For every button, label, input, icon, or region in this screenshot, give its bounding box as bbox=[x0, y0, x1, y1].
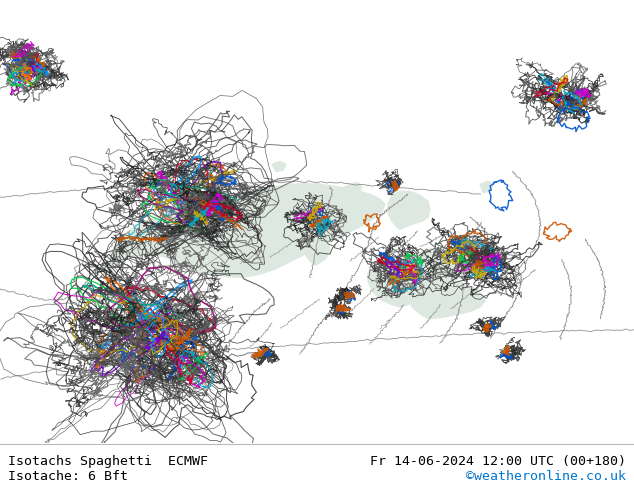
Polygon shape bbox=[272, 161, 286, 172]
Polygon shape bbox=[480, 181, 493, 193]
Text: Isotachs Spaghetti  ECMWF: Isotachs Spaghetti ECMWF bbox=[8, 455, 207, 468]
Text: Fr 14-06-2024 12:00 UTC (00+180): Fr 14-06-2024 12:00 UTC (00+180) bbox=[370, 455, 626, 468]
Polygon shape bbox=[340, 182, 362, 197]
Polygon shape bbox=[368, 247, 470, 307]
Polygon shape bbox=[103, 186, 360, 279]
Text: Isotache: 6 Bft: Isotache: 6 Bft bbox=[8, 470, 127, 483]
Text: ©weatheronline.co.uk: ©weatheronline.co.uk bbox=[467, 470, 626, 483]
Polygon shape bbox=[410, 279, 485, 319]
Polygon shape bbox=[158, 183, 385, 277]
Polygon shape bbox=[302, 231, 330, 265]
Polygon shape bbox=[388, 191, 430, 229]
